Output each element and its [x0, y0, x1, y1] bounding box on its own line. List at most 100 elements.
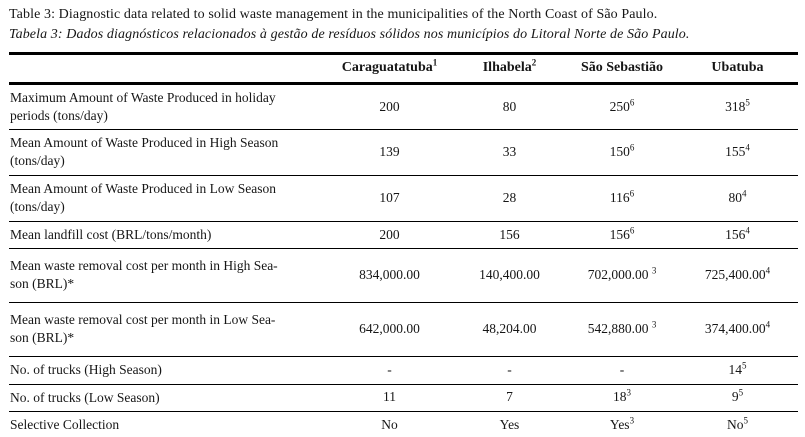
data-cell: 48,204.00: [452, 302, 567, 357]
row-label: Mean Amount of Waste Produced in Low Sea…: [9, 175, 327, 222]
superscript-reference: 3: [651, 265, 657, 276]
data-cell: 3185: [677, 83, 798, 131]
superscript-reference: 6: [629, 188, 635, 199]
superscript-reference: 4: [765, 265, 771, 276]
data-cell: 183: [567, 384, 677, 413]
table-row: Mean landfill cost (BRL/tons/month) 200 15…: [9, 221, 798, 250]
column-header-ubatuba: Ubatuba: [677, 51, 798, 85]
cell-value: 48,204.00: [482, 320, 537, 336]
cell-value: 834,000.00: [359, 267, 420, 283]
row-label: No. of trucks (High Season): [9, 356, 327, 385]
superscript-reference: 1: [432, 57, 438, 68]
row-label: No. of trucks (Low Season): [9, 384, 327, 413]
superscript-reference: 3: [629, 415, 635, 426]
data-cell: -: [327, 356, 452, 385]
data-cell: 80: [452, 83, 567, 131]
diagnostic-data-table: Caraguatatuba1 Ilhabela2 São Sebastião Ubat…: [9, 51, 798, 437]
data-cell: 834,000.00: [327, 248, 452, 304]
table-row: No. of trucks (High Season) - - - 145: [9, 356, 798, 385]
data-cell: 145: [677, 356, 798, 385]
cell-value: No: [727, 417, 744, 433]
cell-value: 150: [609, 144, 630, 160]
superscript-reference: 2: [531, 57, 537, 68]
cell-value: 28: [502, 189, 517, 205]
data-cell: 95: [677, 384, 798, 413]
data-cell: 374,400.004: [677, 302, 798, 357]
corner-cell: [9, 51, 327, 85]
data-cell: 28: [452, 175, 567, 222]
data-cell: Yes3: [567, 411, 677, 437]
row-label: Maximum Amount of Waste Produced in holi…: [9, 83, 327, 131]
data-cell: 1554: [677, 129, 798, 176]
row-label: Mean waste removal cost per month in Low…: [9, 302, 327, 357]
table-caption-portuguese: Tabela 3: Dados diagnósticos relacionado…: [9, 26, 690, 42]
row-label: Selective Collection: [9, 411, 327, 437]
cell-value: 542,880.00: [587, 320, 652, 336]
cell-value: 318: [725, 98, 746, 114]
table-row: Mean Amount of Waste Produced in High Se…: [9, 129, 798, 176]
data-cell: 200: [327, 221, 452, 250]
cell-value: 9: [731, 389, 739, 405]
cell-value: 156: [725, 226, 746, 242]
cell-value: -: [387, 361, 392, 377]
superscript-reference: 4: [765, 319, 771, 330]
data-cell: 2506: [567, 83, 677, 131]
cell-value: 139: [379, 144, 400, 160]
data-cell: 107: [327, 175, 452, 222]
data-cell: 1564: [677, 221, 798, 250]
cell-value: 107: [379, 189, 400, 205]
superscript-reference: 5: [738, 387, 744, 398]
data-cell: No5: [677, 411, 798, 437]
superscript-reference: 6: [629, 97, 635, 108]
superscript-reference: 3: [651, 319, 657, 330]
superscript-reference: 4: [745, 142, 750, 153]
cell-value: 250: [609, 98, 630, 114]
data-cell: 702,000.00 3: [567, 248, 677, 304]
table-caption-english: Table 3: Diagnostic data related to soli…: [9, 7, 658, 22]
cell-value: -: [507, 361, 512, 377]
data-cell: 200: [327, 83, 452, 131]
cell-value: 374,400.00: [704, 320, 766, 336]
data-cell: 140,400.00: [452, 248, 567, 304]
cell-value: 702,000.00: [587, 267, 652, 283]
superscript-reference: 5: [745, 97, 750, 108]
cell-value: 156: [609, 226, 630, 242]
data-cell: 1166: [567, 175, 677, 222]
cell-value: 156: [499, 226, 520, 242]
data-cell: -: [567, 356, 677, 385]
table-row: Selective Collection No Yes Yes3 No5: [9, 411, 798, 437]
cell-value: 7: [506, 389, 513, 405]
data-cell: 139: [327, 129, 452, 176]
data-cell: 542,880.00 3: [567, 302, 677, 357]
table-row: Mean waste removal cost per month in Low…: [9, 302, 798, 357]
column-header-caraguatatuba: Caraguatatuba1: [327, 51, 452, 85]
row-label: Mean landfill cost (BRL/tons/month): [9, 221, 327, 250]
cell-value: Yes: [609, 417, 630, 433]
superscript-reference: 4: [742, 188, 747, 199]
superscript-reference: 3: [626, 387, 632, 398]
data-cell: 156: [452, 221, 567, 250]
superscript-reference: 5: [743, 415, 749, 426]
cell-value: Ubatuba: [711, 59, 764, 75]
data-cell: 725,400.004: [677, 248, 798, 304]
cell-value: Caraguatatuba: [341, 59, 433, 75]
data-cell: 1566: [567, 221, 677, 250]
table-row: Mean Amount of Waste Produced in Low Sea…: [9, 175, 798, 222]
data-cell: No: [327, 411, 452, 437]
row-label: Mean Amount of Waste Produced in High Se…: [9, 129, 327, 176]
superscript-reference: 4: [745, 225, 750, 236]
header-row: Caraguatatuba1 Ilhabela2 São Sebastião Ubat…: [9, 51, 798, 85]
cell-value: 80: [502, 98, 517, 114]
cell-value: São Sebastião: [580, 59, 664, 75]
table-row: Mean waste removal cost per month in Hig…: [9, 248, 798, 304]
table-row: No. of trucks (Low Season) 11 7 183 95: [9, 384, 798, 413]
data-cell: 804: [677, 175, 798, 222]
cell-value: Yes: [499, 417, 520, 433]
data-cell: 1506: [567, 129, 677, 176]
cell-value: 200: [379, 98, 400, 114]
cell-value: -: [619, 361, 625, 377]
cell-value: 200: [379, 226, 400, 242]
data-cell: 33: [452, 129, 567, 176]
cell-value: 725,400.00: [704, 267, 766, 283]
